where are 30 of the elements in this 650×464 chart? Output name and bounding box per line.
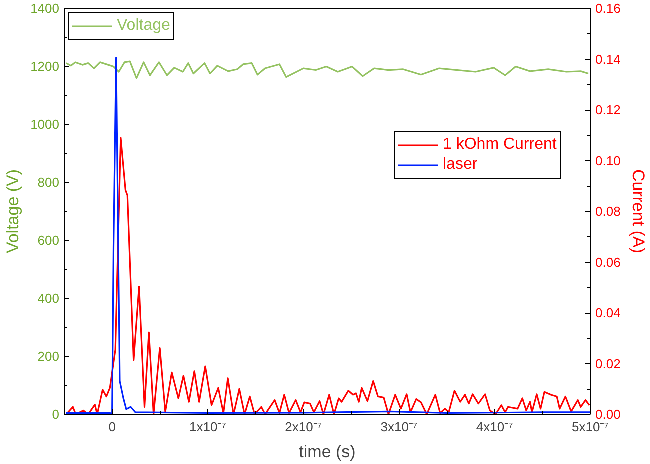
x-tick-label: 1x10⁻⁷	[190, 420, 227, 434]
y-tick-label: 1000	[30, 117, 60, 132]
x-tick-label: 2x10⁻⁷	[285, 420, 322, 434]
y-tick-label: 1200	[30, 59, 60, 74]
y-tick-label: 600	[38, 233, 60, 248]
y2-tick-label: 0.02	[596, 356, 621, 372]
legend-label: 1 kOhm Current	[443, 136, 557, 154]
legend-label: Voltage	[117, 17, 170, 35]
y-tick-label: 0	[52, 407, 60, 422]
y2-tick-label: 0.08	[596, 204, 621, 219]
x-tick-label: 3x10⁻⁷	[380, 420, 418, 434]
y2-tick-label: 0.10	[596, 153, 621, 168]
x-axis-title: time (s)	[299, 442, 356, 462]
y2-tick-label: 0.16	[596, 1, 621, 16]
x-tick-label: 5x10⁻⁷	[572, 420, 610, 434]
line-series	[66, 60, 590, 80]
y-tick-label: 200	[38, 349, 60, 364]
y2-tick-label: 0.04	[596, 306, 621, 320]
x-tick-label: 0	[108, 420, 116, 434]
y-tick-label: 400	[38, 291, 60, 306]
y2-tick-label: 0.06	[596, 254, 621, 270]
y-tick-label: 1400	[30, 1, 60, 16]
y-axis-title: Voltage (V)	[4, 169, 23, 254]
y2-tick-label: 0.00	[596, 407, 621, 422]
y2-tick-label: 0.14	[596, 52, 621, 67]
y2-tick-label: 0.12	[596, 102, 621, 118]
y-tick-label: 800	[38, 175, 60, 190]
legend-label: laser	[443, 156, 478, 174]
y2-axis-title: Current (A)	[628, 169, 648, 254]
x-tick-label: 4x10⁻⁷	[476, 420, 514, 434]
